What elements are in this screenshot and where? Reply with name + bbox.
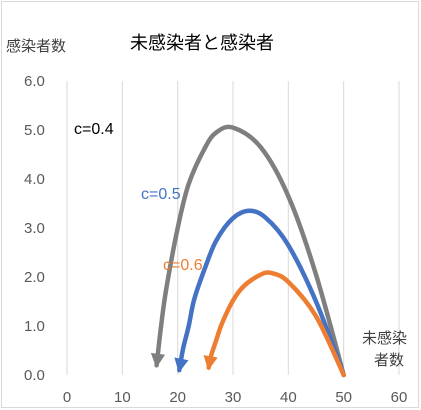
x-tick-label: 10 — [114, 389, 131, 406]
x-axis-label-line-1: 未感染 — [362, 330, 407, 347]
y-axis-label: 感染者数 — [6, 38, 66, 55]
x-tick-label: 50 — [335, 389, 352, 406]
x-tick-label: 60 — [391, 389, 408, 406]
y-tick-label: 5.0 — [24, 122, 45, 139]
y-tick-label: 4.0 — [24, 171, 45, 188]
y-tick-label: 2.0 — [24, 269, 45, 286]
x-tick-label: 20 — [169, 389, 186, 406]
y-tick-label: 1.0 — [24, 318, 45, 335]
series-label-1: c=0.4 — [74, 121, 114, 138]
x-axis-label-line-2: 者数 — [374, 352, 404, 369]
series-line-3 — [203, 270, 346, 378]
label-layer: c=0.4 c=0.5 c=0.6 — [74, 121, 203, 274]
series-line-1 — [150, 124, 346, 378]
series-label-3: c=0.6 — [163, 257, 203, 274]
y-tick-label: 6.0 — [24, 73, 45, 90]
x-tick-label: 30 — [225, 389, 242, 406]
axis-layer: 0 10 20 30 40 50 60 0.0 1.0 2.0 3.0 4.0 5.0 6.0 — [24, 73, 407, 406]
x-tick-label: 40 — [280, 389, 297, 406]
chart-title: 未感染者と感染者 — [130, 33, 274, 53]
y-tick-label: 3.0 — [24, 220, 45, 237]
series-line-2 — [174, 208, 346, 378]
series-label-2: c=0.5 — [141, 186, 181, 203]
x-tick-label: 0 — [63, 389, 71, 406]
series-layer — [150, 124, 346, 378]
y-tick-label: 0.0 — [24, 367, 45, 384]
grid-layer — [121, 81, 400, 375]
